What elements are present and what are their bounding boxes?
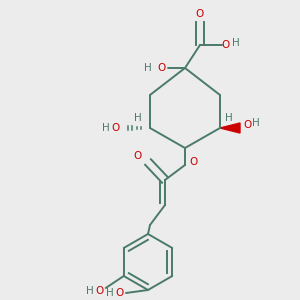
Text: H: H (106, 288, 114, 298)
Text: H: H (102, 123, 110, 133)
Text: O: O (111, 123, 119, 133)
Text: H: H (225, 113, 233, 123)
Text: O: O (158, 63, 166, 73)
Text: H: H (252, 118, 260, 128)
Text: H: H (134, 113, 142, 123)
Polygon shape (220, 123, 240, 133)
Text: O: O (116, 288, 124, 298)
Text: O: O (243, 120, 251, 130)
Text: O: O (196, 9, 204, 19)
Text: H: H (144, 63, 152, 73)
Text: H: H (232, 38, 240, 48)
Text: H: H (86, 286, 94, 296)
Text: O: O (222, 40, 230, 50)
Text: O: O (134, 151, 142, 161)
Text: O: O (96, 286, 104, 296)
Text: O: O (190, 157, 198, 167)
